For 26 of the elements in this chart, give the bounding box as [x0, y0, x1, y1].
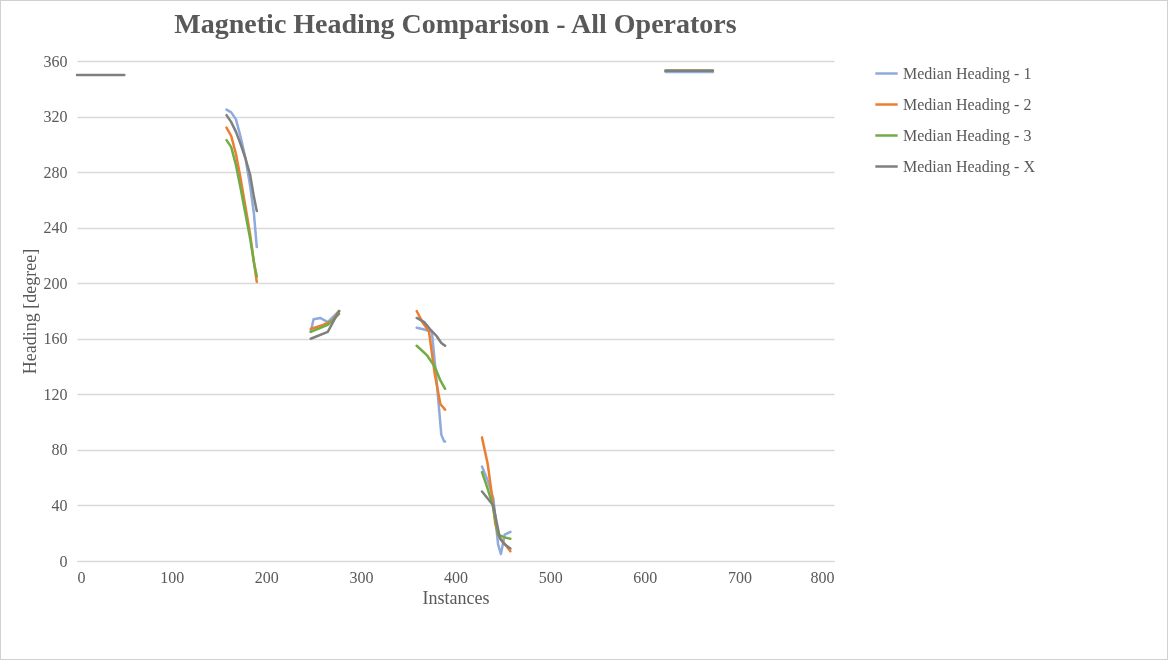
- legend-label: Median Heading - X: [903, 157, 1036, 176]
- x-tick-label: 200: [254, 568, 279, 586]
- x-axis-title: Instances: [422, 587, 490, 608]
- y-tick-label: 160: [43, 330, 68, 348]
- legend-label: Median Heading - 1: [903, 64, 1032, 83]
- y-tick-label: 40: [51, 496, 68, 514]
- legend-label: Median Heading - 2: [903, 95, 1032, 114]
- y-tick-label: 280: [43, 163, 68, 181]
- y-tick-label: 120: [43, 385, 68, 403]
- x-tick-label: 800: [810, 568, 835, 586]
- y-tick-label: 240: [43, 219, 68, 237]
- x-tick-label: 600: [633, 568, 658, 586]
- y-tick-label: 80: [51, 441, 68, 459]
- y-tick-label: 320: [43, 108, 68, 126]
- x-tick-label: 400: [444, 568, 468, 586]
- y-tick-label: 360: [43, 52, 68, 70]
- x-tick-label: 0: [77, 568, 86, 586]
- y-tick-label: 200: [43, 274, 68, 292]
- x-tick-label: 100: [160, 568, 185, 586]
- legend-label: Median Heading - 3: [903, 126, 1032, 145]
- chart-title: Magnetic Heading Comparison - All Operators: [174, 8, 737, 39]
- y-tick-label: 0: [59, 552, 68, 570]
- x-tick-label: 500: [538, 568, 563, 586]
- y-axis-title: Heading [degree]: [19, 248, 40, 375]
- x-tick-label: 700: [727, 568, 752, 586]
- x-tick-label: 300: [349, 568, 374, 586]
